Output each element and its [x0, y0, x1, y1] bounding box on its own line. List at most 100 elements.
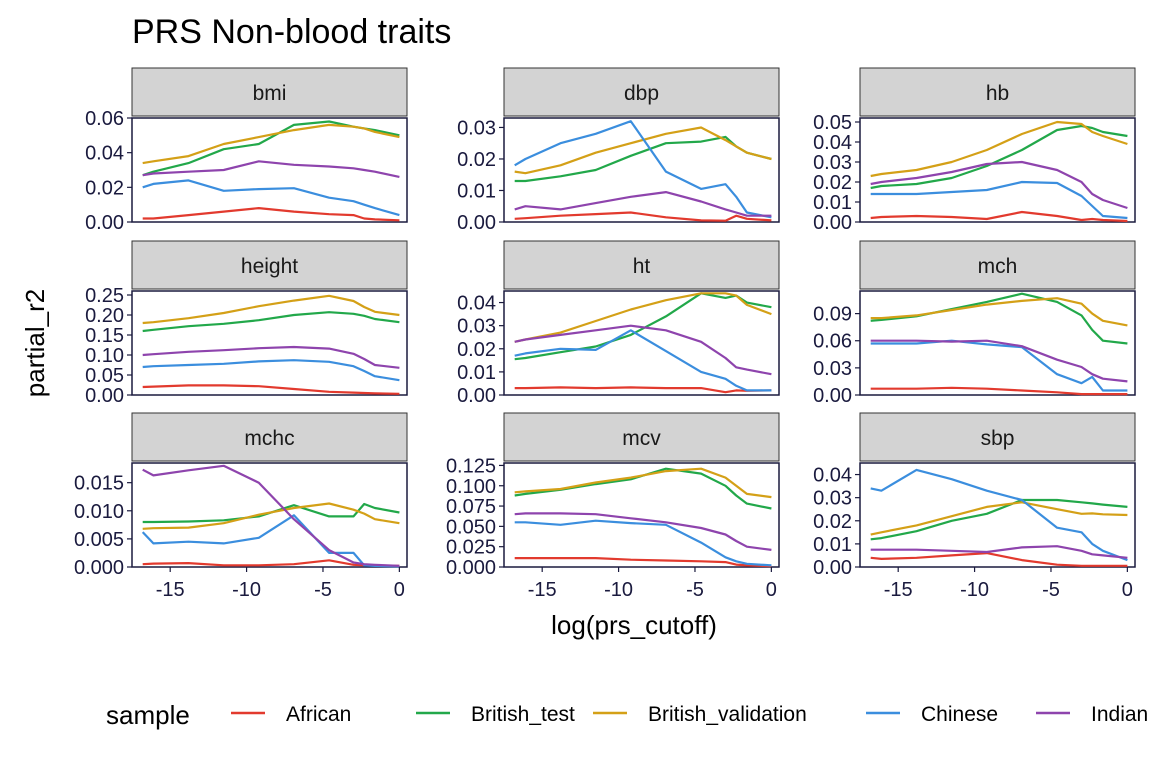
- y-tick-label: 0.09: [813, 304, 852, 326]
- y-tick-label: 0.20: [85, 305, 124, 327]
- strip-label: mcv: [622, 427, 661, 450]
- y-tick-label: 0.000: [74, 557, 124, 579]
- strip-label: mchc: [244, 427, 294, 450]
- strip-label: ht: [633, 255, 651, 278]
- strip-background: [859, 67, 1136, 117]
- plot-area: [503, 462, 780, 568]
- legend-entry-Indian: Indian: [1036, 703, 1148, 726]
- series-line-Indian: [514, 512, 772, 551]
- x-tick-label: -15: [528, 579, 557, 601]
- y-tick-label: 0.075: [446, 496, 496, 518]
- plot-area: [503, 290, 780, 396]
- x-tick-label: -15: [884, 579, 913, 601]
- series-line-British_validation: [870, 297, 1128, 327]
- x-tick-label: 0: [394, 579, 405, 601]
- series-line-African: [514, 386, 772, 394]
- legend-label: British_validation: [648, 703, 807, 726]
- y-tick-label: 0.00: [457, 212, 496, 234]
- legend-label: British_test: [471, 703, 575, 726]
- chart-title: PRS Non-blood traits: [132, 13, 451, 51]
- x-tick-label: -5: [1042, 579, 1060, 601]
- y-tick-label: 0.050: [446, 516, 496, 538]
- legend-label: African: [286, 703, 351, 726]
- y-tick-label: 0.00: [813, 212, 852, 234]
- y-tick-label: 0.02: [457, 339, 496, 361]
- y-tick-label: 0.03: [813, 358, 852, 380]
- y-tick-label: 0.00: [813, 557, 852, 579]
- series-line-British_validation: [870, 501, 1128, 536]
- y-tick-label: 0.00: [457, 385, 496, 407]
- y-tick-label: 0.02: [85, 177, 124, 199]
- legend-label: Chinese: [921, 703, 998, 726]
- y-tick-label: 0.125: [446, 455, 496, 477]
- series-line-British_validation: [142, 123, 400, 165]
- series-line-Chinese: [870, 468, 1128, 562]
- series-line-British_validation: [870, 120, 1128, 178]
- series-line-British_validation: [142, 294, 400, 325]
- series-line-African: [870, 210, 1128, 223]
- x-tick-label: -10: [604, 579, 633, 601]
- series-line-British_test: [142, 311, 400, 333]
- x-tick-label: -10: [232, 579, 261, 601]
- y-tick-label: 0.10: [85, 345, 124, 367]
- series-line-Indian: [870, 339, 1128, 383]
- strip-background: [131, 67, 408, 117]
- x-tick-label: 0: [1122, 579, 1133, 601]
- y-tick-label: 0.06: [85, 108, 124, 130]
- series-line-African: [870, 386, 1128, 396]
- series-line-British_test: [514, 467, 772, 510]
- legend: sample African British_test British_valida…: [106, 700, 1148, 730]
- strip-label: dbp: [624, 82, 659, 105]
- y-tick-label: 0.00: [85, 385, 124, 407]
- panel-dbp: dbp 0.00 0.01 0.02 0.03: [457, 67, 780, 234]
- y-tick-label: 0.06: [813, 331, 852, 353]
- legend-entry-British_validation: British_validation: [593, 703, 807, 726]
- panel-mch: mch 0.00 0.03 0.06 0.09: [813, 240, 1136, 407]
- x-tick-label: -15: [156, 579, 185, 601]
- y-tick-label: 0.01: [457, 362, 496, 384]
- strip-label: height: [241, 255, 298, 278]
- panel-hb: hb 0.000.010.020.030.040.05: [813, 67, 1136, 234]
- strip-label: hb: [986, 82, 1009, 105]
- legend-entry-British_test: British_test: [416, 703, 575, 726]
- y-tick-label: 0.03: [813, 488, 852, 510]
- series-line-British_validation: [514, 467, 772, 499]
- y-tick-label: 0.05: [813, 112, 852, 134]
- y-tick-label: 0.100: [446, 476, 496, 498]
- x-tick-label: 0: [766, 579, 777, 601]
- series-line-Chinese: [514, 519, 772, 567]
- series-line-African: [514, 556, 772, 568]
- series-line-British_validation: [514, 126, 772, 175]
- series-line-African: [142, 207, 400, 222]
- series-line-Chinese: [142, 179, 400, 217]
- y-tick-label: 0.015: [74, 473, 124, 495]
- series-line-Chinese: [514, 120, 772, 219]
- panel-ht: ht 0.000.010.020.030.04: [457, 240, 780, 407]
- strip-label: mch: [978, 255, 1018, 278]
- legend-label: Indian: [1091, 703, 1148, 726]
- series-line-Chinese: [514, 329, 772, 392]
- series-line-Indian: [514, 191, 772, 217]
- plot-area: [131, 290, 408, 396]
- series-line-Indian: [870, 160, 1128, 210]
- series-line-British_validation: [514, 292, 772, 343]
- strip-background: [131, 412, 408, 462]
- y-tick-label: 0.02: [813, 511, 852, 533]
- y-tick-label: 0.02: [813, 172, 852, 194]
- x-tick-label: -5: [686, 579, 704, 601]
- y-tick-label: 0.025: [446, 537, 496, 559]
- x-tick-label: -10: [960, 579, 989, 601]
- strip-background: [131, 240, 408, 290]
- y-tick-label: 0.005: [74, 529, 124, 551]
- series-line-British_test: [870, 292, 1128, 345]
- y-tick-label: 0.04: [813, 132, 852, 154]
- strip-background: [503, 412, 780, 462]
- series-line-African: [142, 384, 400, 395]
- y-tick-label: 0.01: [457, 180, 496, 202]
- strip-background: [859, 412, 1136, 462]
- series-line-Indian: [514, 324, 772, 376]
- plot-area: [131, 462, 408, 568]
- panel-bmi: bmi 0.00 0.02 0.04 0.06: [85, 67, 408, 234]
- panel-sbp: sbp 0.000.010.020.030.04 -15 -10 -5 0: [813, 412, 1136, 601]
